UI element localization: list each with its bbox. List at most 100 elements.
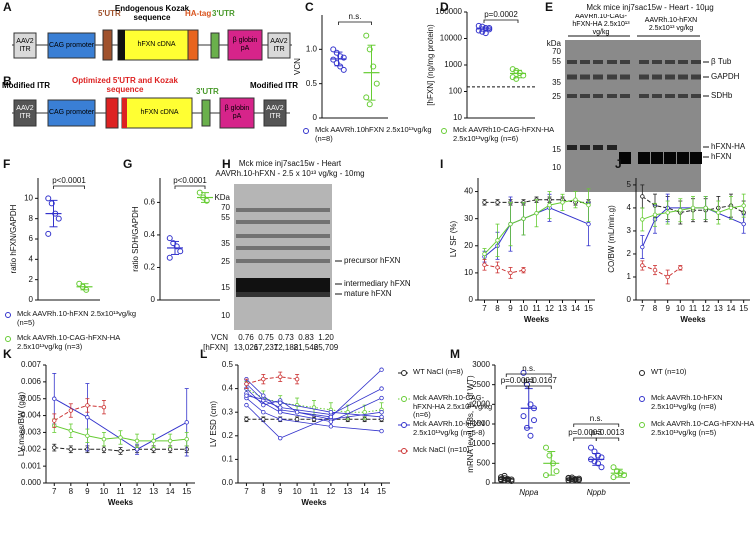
panel-letter: I [440, 157, 443, 171]
data-point [337, 63, 344, 70]
data-point [134, 447, 140, 452]
band [607, 145, 617, 150]
legend-entry-box: WT (n=10) [651, 368, 687, 376]
label-box: AAVRh.10-CAG-hFXN-HA 2.5x10¹³ vg/kg [572, 14, 629, 36]
x-tick-label: 12 [701, 304, 710, 313]
panel-letter: G [123, 157, 132, 171]
band [580, 94, 590, 98]
legend-entry: Mck NaCl (n=10) [413, 446, 470, 454]
data-point [101, 404, 107, 410]
data-point [482, 262, 487, 267]
data-point [495, 265, 500, 270]
band-label: GAPDH [711, 72, 740, 81]
band [236, 292, 330, 297]
data-point [118, 448, 123, 454]
y-tick-label: 0.005 [21, 394, 42, 403]
y-tick-label: 0.5 [306, 79, 318, 88]
table-cell: 25,709 [314, 343, 339, 352]
annotation: p=0.0167 [523, 376, 557, 385]
legend-marker [401, 422, 407, 428]
legend-entry-box: Mck AAVRh.10-CAG-hFXN-HA 2.5x10¹³vg/kg (… [413, 394, 492, 419]
band [652, 74, 662, 80]
bracket [595, 437, 620, 441]
label-box: Modified ITR [250, 81, 298, 90]
x-tick-label: 10 [293, 487, 302, 496]
data-point [328, 419, 334, 424]
y-tick-label: 0.4 [222, 384, 234, 393]
bracket [573, 437, 597, 441]
y-tick-label: 2500 [472, 380, 490, 389]
data-point [553, 468, 560, 475]
data-point [379, 414, 384, 420]
table-cell: 21,546 [294, 343, 319, 352]
series-line [246, 376, 298, 385]
itr [13, 32, 37, 59]
x-tick-label: 11 [116, 487, 125, 496]
data-point [652, 267, 658, 273]
label-box: β globin pA [225, 105, 250, 120]
annotation: n.s. [522, 364, 535, 373]
data-point [501, 472, 508, 479]
data-point [728, 205, 734, 211]
x-tick-label: 11 [310, 487, 319, 496]
data-point [244, 417, 249, 422]
x-tick-label: 11 [689, 304, 698, 313]
data-point [486, 24, 493, 31]
legend-marker [401, 396, 407, 402]
legend-marker [441, 128, 447, 134]
data-point [151, 438, 156, 444]
panel-letter: K [3, 347, 12, 361]
legend-entry: Mck AAVRh.10-hFXN 2.5x10¹³vg/kg (n=5) [17, 310, 137, 327]
y-axis-label: LV ESD (cm) [209, 401, 218, 447]
data-point [716, 210, 721, 215]
band-label: mature hFXN [344, 289, 392, 298]
legend-marker [5, 312, 11, 318]
legend-marker [639, 422, 645, 428]
data-point [640, 217, 645, 222]
y-tick-label: 1.0 [306, 44, 318, 53]
legend-marker [639, 396, 645, 402]
kda-marker: 55 [221, 213, 230, 222]
y-tick-label: 20 [464, 241, 473, 250]
band [567, 145, 577, 150]
data-point [151, 447, 156, 452]
band [593, 60, 603, 64]
blot-title: Mck mice inj7sac15w - Heart [239, 159, 342, 168]
y-tick-label: 100 [449, 87, 463, 96]
y-tick-label: 2000 [472, 399, 490, 408]
data-point [340, 66, 347, 73]
x-tick-label: 15 [377, 487, 386, 496]
band-label: β Tub [711, 57, 732, 66]
polya [219, 97, 255, 129]
data-point [328, 414, 334, 420]
data-point [118, 435, 123, 440]
band [580, 74, 590, 80]
legend-entry: Mck AAVRh.10-hFXN 2.5x10¹³vg/kg (n=5-8) [413, 420, 485, 437]
y-tick-label: 0 [469, 295, 474, 304]
x-axis-label: Weeks [108, 498, 134, 507]
label: AAV2 ITR [266, 105, 284, 120]
bracket [483, 19, 519, 23]
x-tick-label: 12 [545, 304, 554, 313]
band [639, 60, 649, 64]
data-point [508, 221, 513, 227]
data-point [363, 94, 370, 101]
band [665, 60, 675, 64]
itr [13, 99, 37, 127]
band [678, 74, 688, 80]
data-point [101, 436, 107, 442]
y-tick-label: 3000 [472, 360, 490, 369]
x-tick-label: 7 [244, 487, 249, 496]
data-point [166, 235, 173, 242]
band [691, 74, 701, 80]
data-point [610, 464, 617, 471]
table-cell: 0.75 [258, 333, 274, 342]
x-tick-label: 15 [584, 304, 593, 313]
legend-entry-box: Mck AAVRh.10-CAG-hFXN-HA 2.5x10¹³vg/kg (… [651, 420, 754, 436]
y-tick-label: 0 [151, 295, 156, 304]
kda-marker: 35 [221, 239, 230, 248]
blot [565, 40, 701, 192]
data-point [560, 200, 565, 205]
bracket [53, 185, 85, 189]
annotation: p=0.0003 [568, 428, 602, 437]
